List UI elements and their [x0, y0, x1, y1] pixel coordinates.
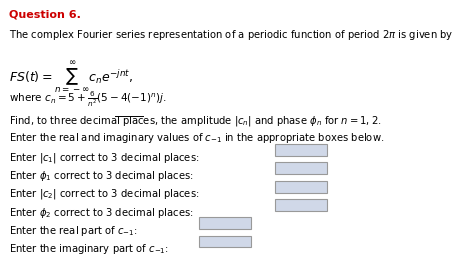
Text: Enter $\phi_2$ correct to 3 decimal places:: Enter $\phi_2$ correct to 3 decimal plac…	[9, 206, 194, 220]
Text: The complex Fourier series representation of a periodic function of period $2\pi: The complex Fourier series representatio…	[9, 28, 454, 41]
Bar	[275, 199, 327, 211]
Text: Question 6.: Question 6.	[9, 9, 82, 19]
Text: Enter $|c_1|$ correct to 3 decimal places:: Enter $|c_1|$ correct to 3 decimal place…	[9, 151, 200, 165]
Text: $FS(t) = \sum_{n=-\infty}^{\infty} c_n e^{-jnt}$,: $FS(t) = \sum_{n=-\infty}^{\infty} c_n e…	[9, 59, 134, 95]
Bar	[275, 181, 327, 193]
Text: Enter $\phi_1$ correct to 3 decimal places:: Enter $\phi_1$ correct to 3 decimal plac…	[9, 169, 194, 183]
Bar	[199, 236, 251, 247]
Text: Enter the imaginary part of $c_{-1}$:: Enter the imaginary part of $c_{-1}$:	[9, 242, 169, 256]
Bar	[275, 144, 327, 156]
Text: Enter the real part of $c_{-1}$:: Enter the real part of $c_{-1}$:	[9, 224, 138, 238]
Text: Enter the real and imaginary values of $c_{-1}$ in the appropriate boxes below.: Enter the real and imaginary values of $…	[9, 131, 385, 145]
Bar	[275, 162, 327, 174]
Text: Enter $|c_2|$ correct to 3 decimal places:: Enter $|c_2|$ correct to 3 decimal place…	[9, 187, 200, 201]
Text: where $c_n = 5 + \frac{6}{n^2}(5 - 4(-1)^n)j$.: where $c_n = 5 + \frac{6}{n^2}(5 - 4(-1)…	[9, 89, 167, 109]
Text: Find, to three decimal places, the amplitude $|c_n|$ and phase $\phi_n$ for $n =: Find, to three decimal places, the ampli…	[9, 114, 382, 128]
Bar	[199, 217, 251, 229]
